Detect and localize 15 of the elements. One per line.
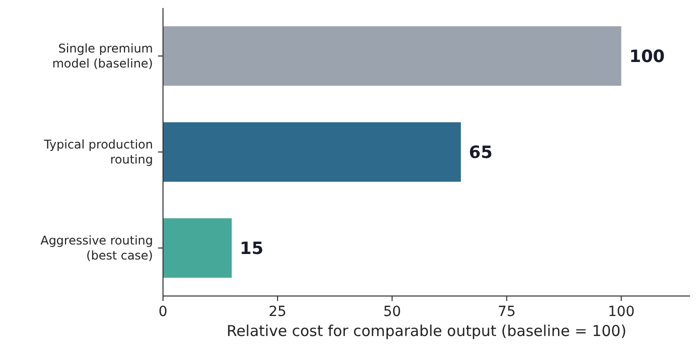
x-tick-label: 75 <box>498 304 516 320</box>
y-tick-label: Aggressive routing (best case) <box>40 234 153 263</box>
x-tick-label: 100 <box>608 304 635 320</box>
data-label: 65 <box>468 142 493 163</box>
x-tick-label: 25 <box>268 304 286 320</box>
x-axis-title: Relative cost for comparable output (baseline = 100) <box>226 322 626 340</box>
bar <box>163 218 232 278</box>
x-tick-label: 0 <box>158 304 168 320</box>
data-label: 100 <box>629 46 665 67</box>
bar <box>163 122 461 182</box>
x-tick-label: 50 <box>383 304 402 320</box>
y-tick-label: Typical production routing <box>42 138 153 167</box>
data-label: 15 <box>240 238 264 259</box>
y-tick-label: Single premium model (baseline) <box>52 42 153 71</box>
bar <box>163 26 622 86</box>
